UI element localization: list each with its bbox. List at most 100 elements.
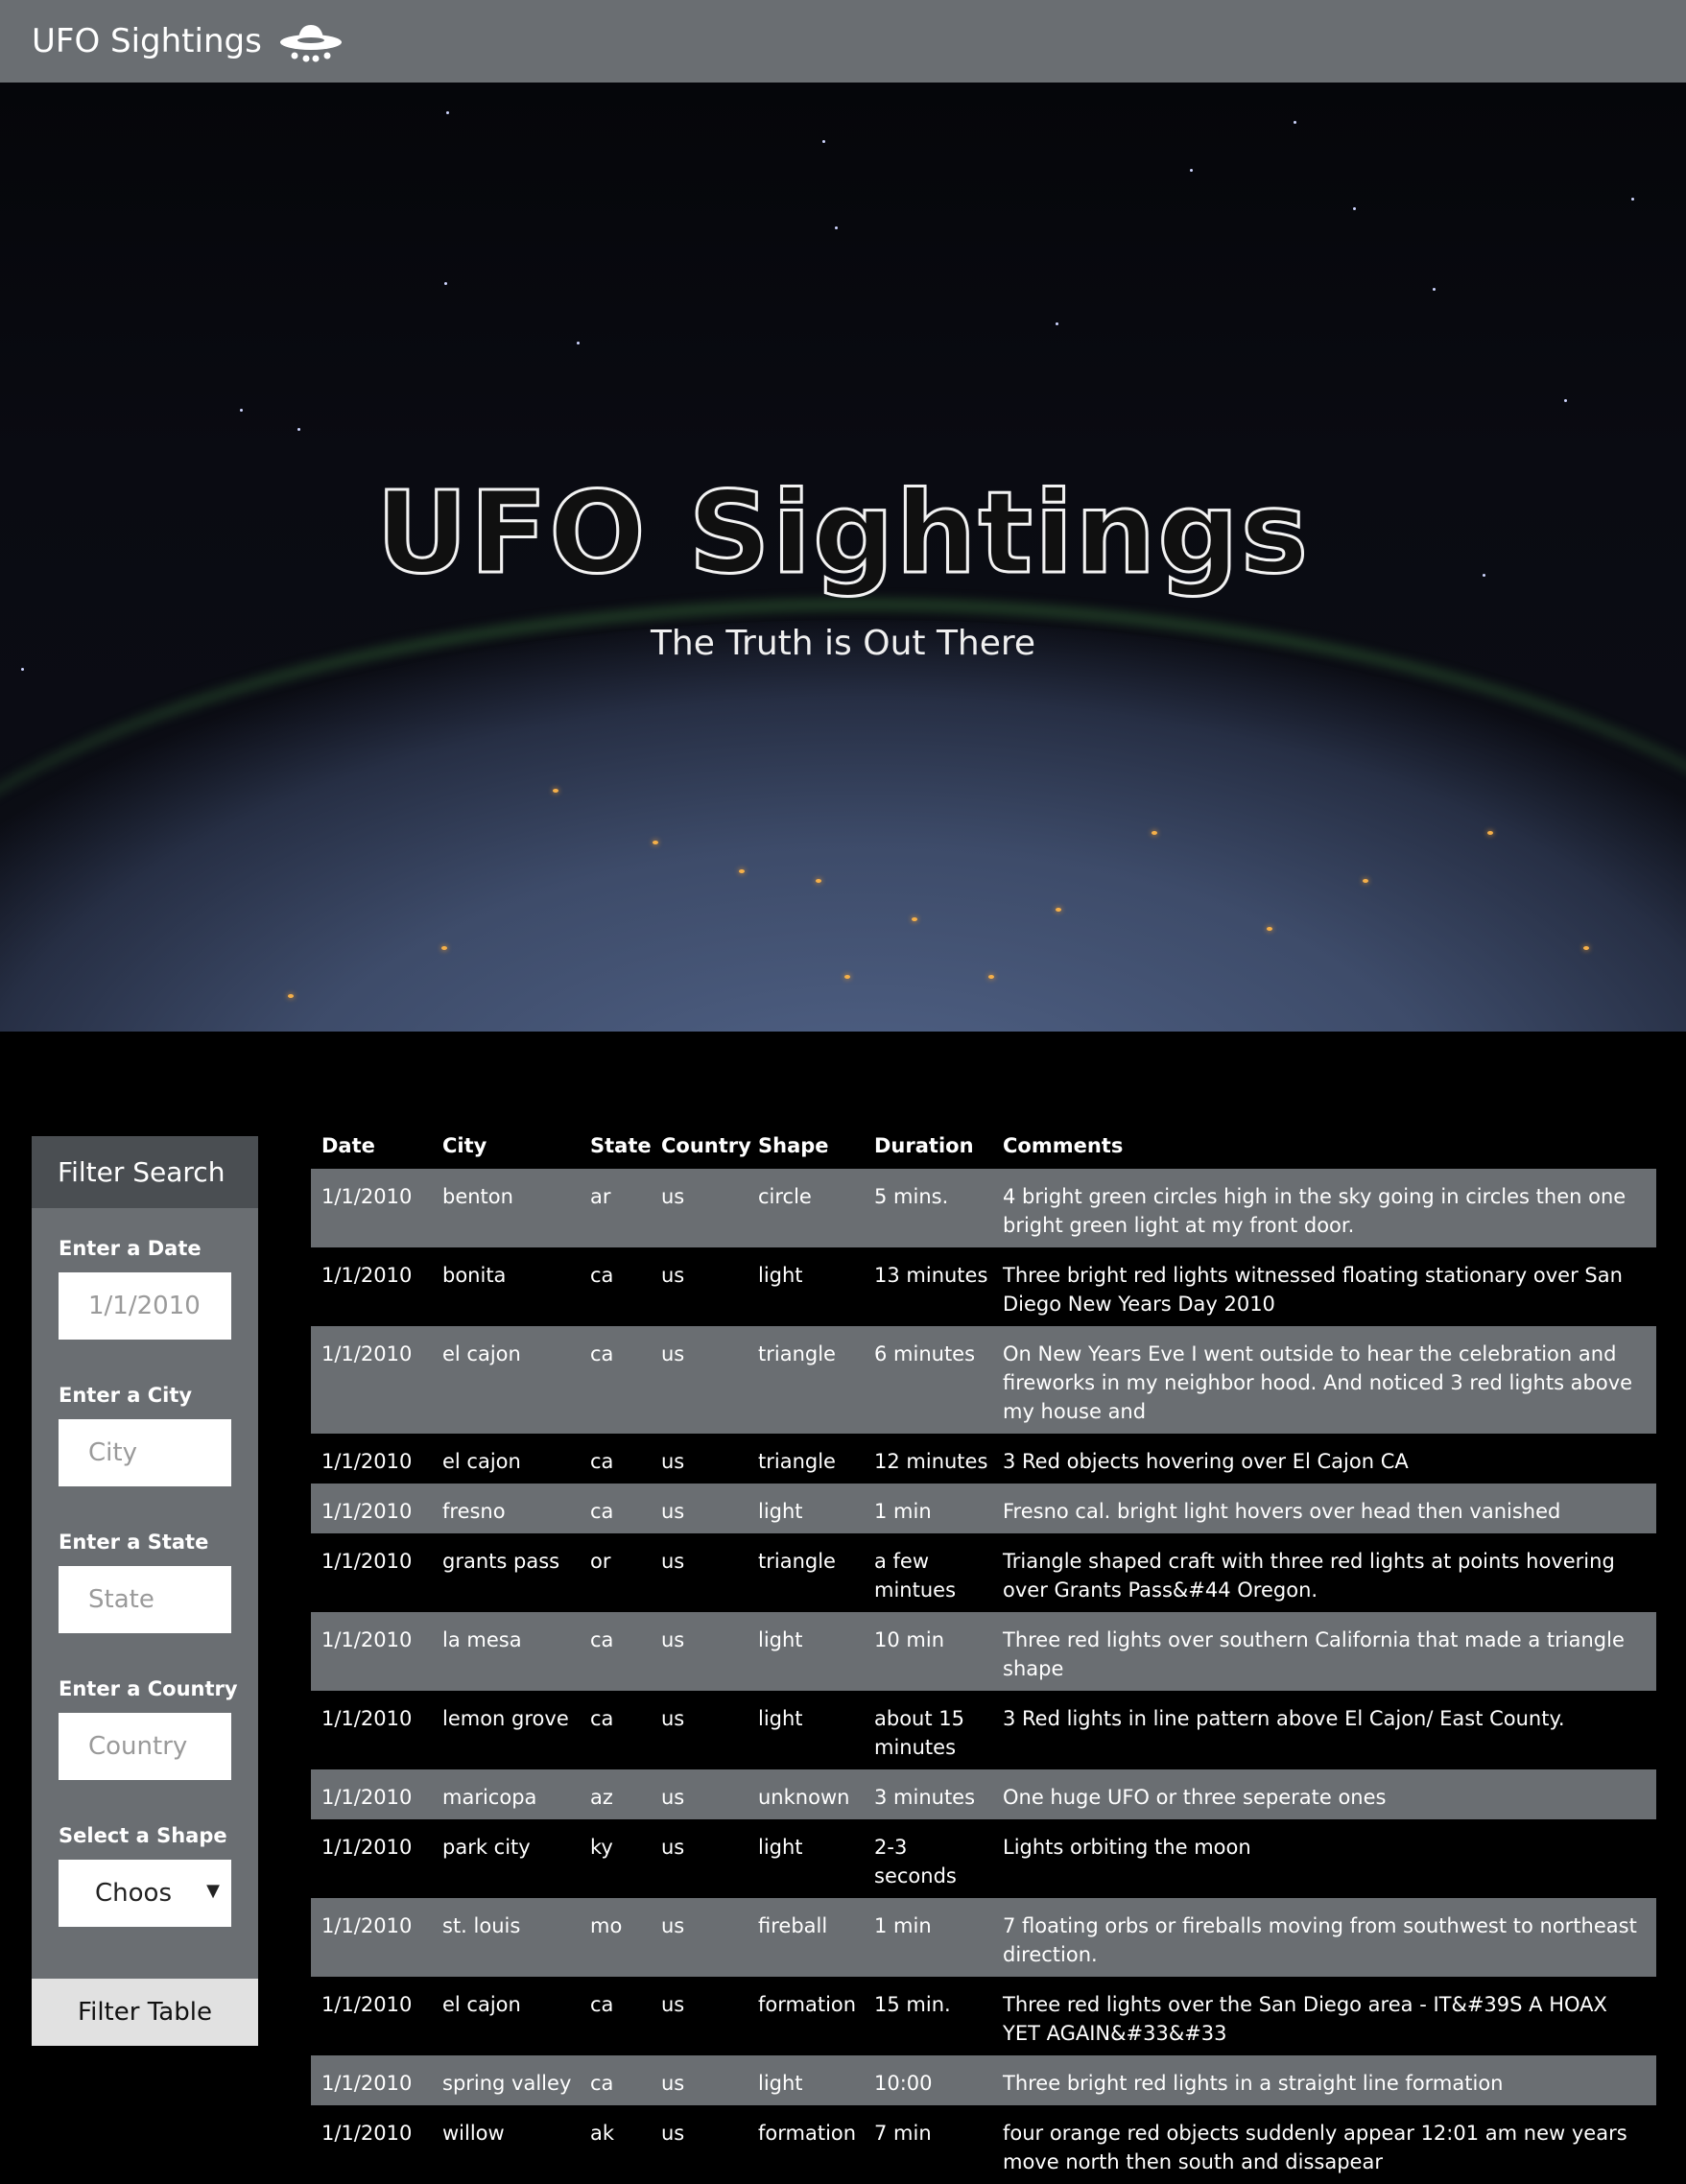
cell-city: la mesa (442, 1628, 522, 1651)
cell-shape: light (758, 1628, 803, 1651)
cell-comments: Triangle shaped craft with three red lig… (1003, 1550, 1615, 1602)
city-light (653, 841, 658, 844)
cell-city: park city (442, 1836, 531, 1859)
cell-city: el cajon (442, 1342, 521, 1365)
cell-country: us (661, 1628, 685, 1651)
cell-city: el cajon (442, 1450, 521, 1473)
header-duration: Duration (874, 1134, 974, 1157)
star (1483, 574, 1485, 577)
cell-country: us (661, 1264, 685, 1287)
shape-select-value: Choos (95, 1879, 172, 1908)
cell-shape: circle (758, 1185, 812, 1208)
cell-shape: light (758, 2072, 803, 2095)
cell-duration: 10 min (874, 1628, 944, 1651)
cell-comments: Fresno cal. bright light hovers over hea… (1003, 1500, 1561, 1523)
cell-shape: formation (758, 1993, 857, 2016)
cell-country: us (661, 1500, 685, 1523)
cell-comments: Three red lights over the San Diego area… (1003, 1993, 1607, 2045)
filter-title: Filter Search (32, 1136, 258, 1208)
star (1353, 207, 1356, 210)
filter-table-button[interactable]: Filter Table (32, 1979, 258, 2046)
atmosphere-glow (0, 601, 1686, 1032)
sightings-table: Date City State Country Shape Duration Comment… (311, 1123, 1656, 2184)
cell-comments: Three red lights over southern Californi… (1003, 1628, 1625, 1680)
shape-label: Select a Shape (59, 1824, 227, 1847)
cell-state: mo (590, 1914, 623, 1937)
cell-duration: 13 minutes (874, 1264, 988, 1287)
cell-city: grants pass (442, 1550, 560, 1573)
city-input[interactable]: City (59, 1419, 231, 1486)
country-label: Enter a Country (59, 1677, 238, 1700)
date-input[interactable]: 1/1/2010 (59, 1272, 231, 1340)
cell-state: az (590, 1786, 613, 1809)
cell-city: benton (442, 1185, 513, 1208)
city-light (288, 994, 294, 998)
cell-country: us (661, 1550, 685, 1573)
cell-comments: One huge UFO or three seperate ones (1003, 1786, 1387, 1809)
cell-state: ak (590, 2122, 615, 2145)
city-light (1583, 946, 1589, 950)
cell-duration: about 15 minutes (874, 1707, 964, 1759)
cell-date: 1/1/2010 (321, 1450, 413, 1473)
cell-date: 1/1/2010 (321, 1185, 413, 1208)
cell-city: bonita (442, 1264, 507, 1287)
city-light (1267, 927, 1272, 931)
country-input[interactable]: Country (59, 1713, 231, 1780)
star (1190, 169, 1193, 172)
city-light (1487, 831, 1493, 835)
cell-state: ar (590, 1185, 611, 1208)
city-light (739, 869, 745, 873)
cell-duration: 1 min (874, 1914, 932, 1937)
star (822, 140, 825, 143)
cell-comments: 7 floating orbs or fireballs moving from… (1003, 1914, 1637, 1966)
cell-state: ca (590, 1993, 614, 2016)
cell-comments: Three bright red lights witnessed floati… (1003, 1264, 1623, 1316)
table-row: 1/1/2010 el cajon ca us triangle 12 minutes 3 … (311, 1434, 1656, 1484)
star (446, 111, 449, 114)
cell-city: lemon grove (442, 1707, 569, 1730)
table-row: 1/1/2010 spring valley ca us light 10:00 Three… (311, 2055, 1656, 2105)
cell-shape: triangle (758, 1450, 836, 1473)
cell-country: us (661, 2122, 685, 2145)
city-light (912, 917, 917, 921)
cell-state: ca (590, 1450, 614, 1473)
table-row: 1/1/2010 benton ar us circle 5 mins. 4 bright … (311, 1169, 1656, 1247)
city-label: Enter a City (59, 1384, 193, 1407)
table-row: 1/1/2010 el cajon ca us formation 15 min. Thre… (311, 1977, 1656, 2055)
brand-link[interactable]: UFO Sightings (32, 19, 343, 63)
cell-duration: 1 min (874, 1500, 932, 1523)
star (1631, 198, 1634, 201)
cell-country: us (661, 1450, 685, 1473)
cell-city: el cajon (442, 1993, 521, 2016)
shape-select[interactable]: Choos ▼ (59, 1860, 231, 1927)
table-row: 1/1/2010 el cajon ca us triangle 6 minutes On … (311, 1326, 1656, 1434)
header-city: City (442, 1134, 487, 1157)
cell-shape: light (758, 1264, 803, 1287)
cell-comments: Three bright red lights in a straight li… (1003, 2072, 1504, 2095)
star (1056, 322, 1058, 325)
star (1294, 121, 1296, 124)
state-input[interactable]: State (59, 1566, 231, 1633)
hero-banner: UFO Sightings The Truth is Out There (0, 83, 1686, 1032)
cell-state: or (590, 1550, 611, 1573)
cell-date: 1/1/2010 (321, 2122, 413, 2145)
filter-panel: Filter Search Enter a Date 1/1/2010 Ente… (32, 1136, 258, 2046)
cell-date: 1/1/2010 (321, 1628, 413, 1651)
table-row: 1/1/2010 park city ky us light 2-3 seconds Lig… (311, 1819, 1656, 1898)
cell-country: us (661, 1342, 685, 1365)
table-header: Date City State Country Shape Duration Comment… (311, 1123, 1656, 1169)
cell-date: 1/1/2010 (321, 1786, 413, 1809)
cell-comments: 3 Red objects hovering over El Cajon CA (1003, 1450, 1409, 1473)
header-country: Country (661, 1134, 751, 1157)
table-row: 1/1/2010 fresno ca us light 1 min Fresno cal. … (311, 1484, 1656, 1533)
cell-date: 1/1/2010 (321, 1993, 413, 2016)
hero-title: UFO Sightings (374, 465, 1311, 601)
hero-subtitle: The Truth is Out There (650, 624, 1036, 663)
cell-duration: 5 mins. (874, 1185, 949, 1208)
cell-comments: Lights orbiting the moon (1003, 1836, 1251, 1859)
cell-shape: formation (758, 2122, 857, 2145)
cell-comments: 3 Red lights in line pattern above El Ca… (1003, 1707, 1565, 1730)
cell-shape: light (758, 1707, 803, 1730)
cell-state: ca (590, 1707, 614, 1730)
cell-state: ca (590, 1628, 614, 1651)
